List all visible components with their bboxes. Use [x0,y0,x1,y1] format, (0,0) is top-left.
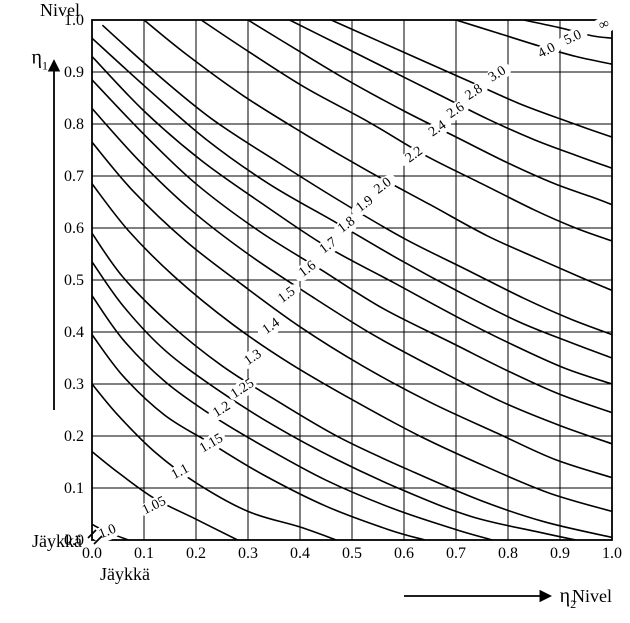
y-tick-label: 0.1 [64,480,84,497]
x-axis-left-label: Jäykkä [100,564,150,584]
x-tick-label: 0.4 [290,545,310,562]
y-tick-label: 0.6 [64,220,84,237]
y-axis-bottom-label: Jäykkä [32,531,82,551]
y-tick-label: 0.3 [64,376,84,393]
y-axis-top-label: Nivel [40,0,80,20]
x-tick-label: 0.8 [498,545,518,562]
x-tick-label: 0.1 [134,545,154,562]
y-tick-label: 0.2 [64,428,84,445]
x-tick-label: 0.7 [446,545,466,562]
x-tick-label: 0.9 [550,545,570,562]
x-tick-label: 0.3 [238,545,258,562]
y-tick-label: 0.8 [64,116,84,133]
y-tick-label: 0.4 [64,324,84,341]
x-axis-right-label: Nivel [572,586,612,606]
x-tick-label: 0.0 [82,545,102,562]
x-tick-label: 0.2 [186,545,206,562]
x-tick-label: 0.5 [342,545,362,562]
y-tick-label: 0.5 [64,272,84,289]
x-tick-label: 0.6 [394,545,414,562]
y-tick-label: 0.7 [64,168,84,185]
contour-chart: 1.01.051.11.151.21.251.31.41.51.61.71.81… [0,0,630,623]
y-tick-label: 0.9 [64,64,84,81]
x-tick-label: 1.0 [602,545,622,562]
